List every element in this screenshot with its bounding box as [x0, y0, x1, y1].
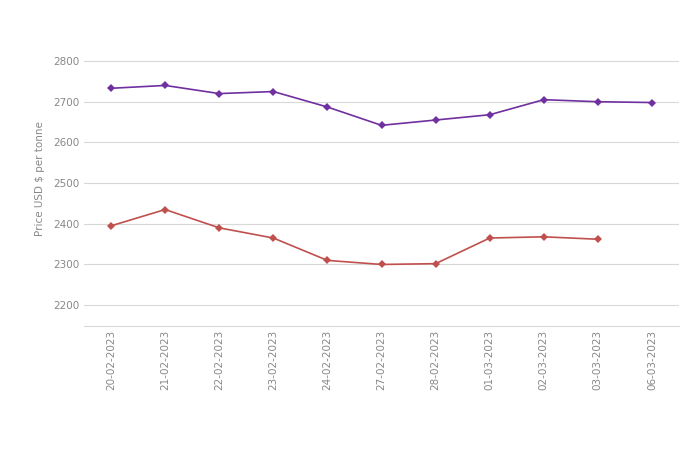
LME: [107, 223, 116, 229]
LME: [540, 234, 548, 239]
LME: [431, 261, 440, 266]
SHFE: [486, 112, 494, 118]
LME: [161, 207, 169, 213]
Y-axis label: Price USD $ per tonne: Price USD $ per tonne: [35, 121, 46, 237]
LME: [215, 225, 223, 231]
SHFE: [323, 104, 332, 110]
LME: [594, 236, 602, 242]
LME: [269, 235, 277, 241]
Line: SHFE: SHFE: [108, 83, 654, 128]
LME: [377, 262, 386, 267]
Line: LME: LME: [108, 207, 601, 267]
LME: [486, 235, 494, 241]
SHFE: [269, 89, 277, 94]
SHFE: [161, 83, 169, 88]
SHFE: [215, 91, 223, 96]
SHFE: [648, 100, 656, 105]
SHFE: [107, 86, 116, 91]
LME: [323, 258, 332, 263]
SHFE: [540, 97, 548, 102]
SHFE: [377, 123, 386, 128]
SHFE: [594, 99, 602, 105]
SHFE: [431, 117, 440, 123]
